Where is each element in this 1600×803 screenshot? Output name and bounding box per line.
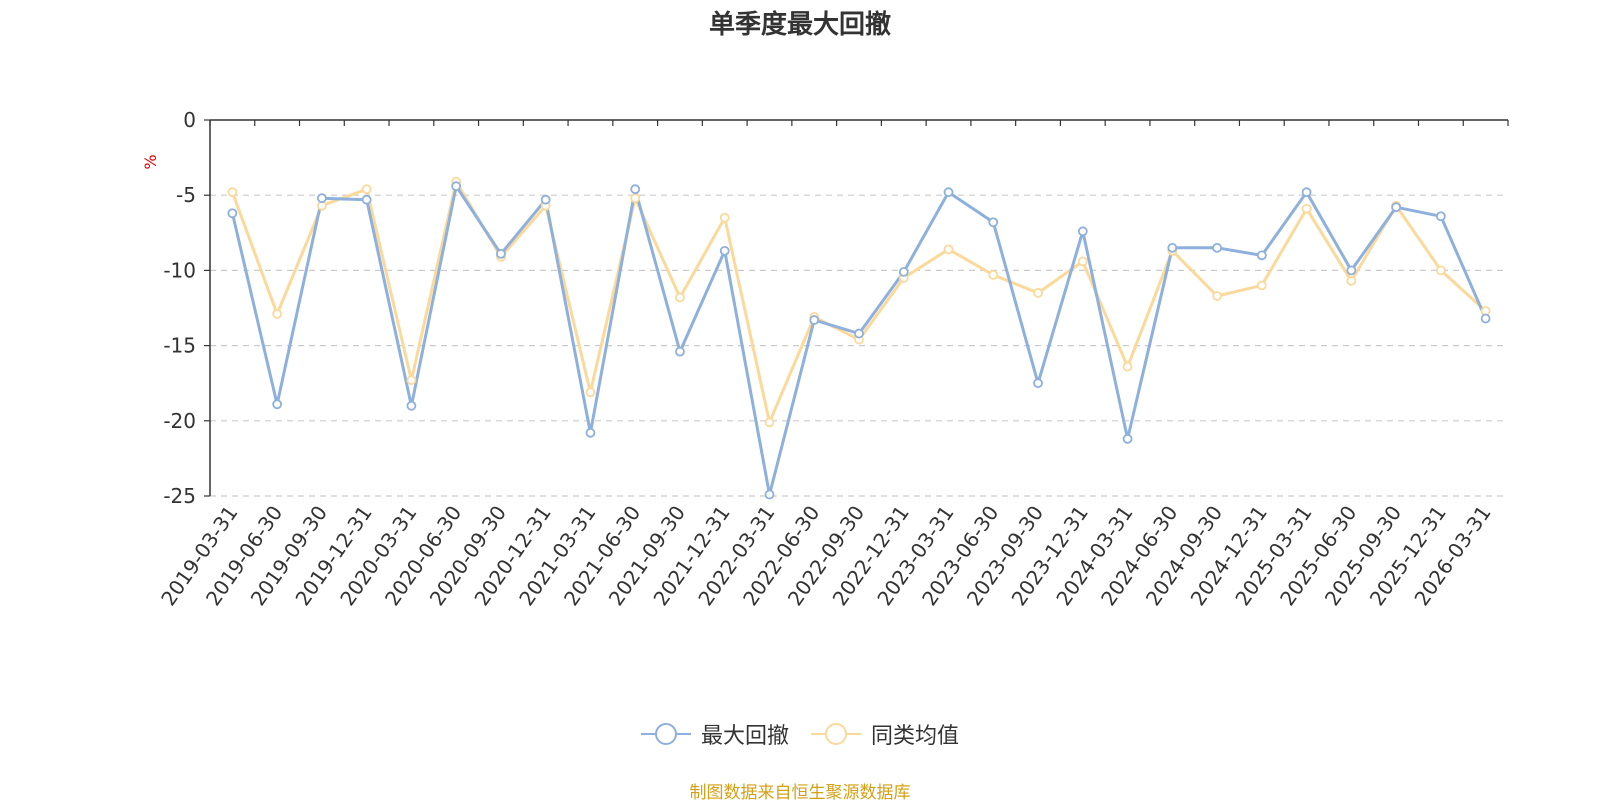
data-point xyxy=(316,193,327,204)
legend-label: 同类均值 xyxy=(871,724,960,749)
data-point xyxy=(1033,288,1043,298)
legend-line-circle-icon xyxy=(811,723,861,745)
data-point xyxy=(943,244,954,255)
data-point xyxy=(630,193,641,204)
data-point xyxy=(1346,276,1357,286)
data-point xyxy=(406,400,417,411)
data-point xyxy=(1122,361,1133,372)
y-tick-label: -5 xyxy=(176,183,196,207)
y-tick-label: 0 xyxy=(183,108,196,132)
data-point xyxy=(1301,187,1312,198)
legend-item-max-drawdown[interactable]: 最大回撤 xyxy=(640,718,789,750)
data-point xyxy=(1256,250,1267,261)
data-point xyxy=(1122,433,1133,444)
data-point xyxy=(496,248,506,259)
data-point xyxy=(1301,203,1312,214)
y-axis-label: % xyxy=(141,154,160,169)
data-point xyxy=(1346,265,1357,276)
data-point xyxy=(361,184,372,195)
data-point xyxy=(1212,291,1222,301)
data-point xyxy=(630,184,641,195)
data-point xyxy=(361,194,372,205)
data-point xyxy=(227,187,238,198)
data-point xyxy=(1480,313,1491,324)
data-point xyxy=(272,309,283,319)
data-point xyxy=(406,375,417,386)
data-point xyxy=(988,270,999,280)
data-point xyxy=(1256,280,1267,291)
data-point xyxy=(675,292,685,303)
legend: 最大回撤 同类均值 xyxy=(0,718,1600,750)
y-tick-label: -10 xyxy=(163,258,196,282)
data-point xyxy=(585,387,596,398)
data-point xyxy=(272,399,283,410)
data-point xyxy=(227,208,238,219)
data-point xyxy=(1212,242,1222,253)
data-point xyxy=(988,217,999,228)
data-point xyxy=(719,212,730,223)
y-tick-label: -15 xyxy=(163,334,196,358)
data-point xyxy=(540,194,551,205)
y-tick-label: -20 xyxy=(163,409,196,433)
data-point xyxy=(1033,378,1043,389)
chart-title: 单季度最大回撤 xyxy=(708,10,891,40)
data-point xyxy=(1391,202,1402,213)
data-point xyxy=(764,489,775,500)
data-point xyxy=(1435,265,1446,276)
data-point xyxy=(1077,256,1088,267)
legend-line-circle-icon xyxy=(640,723,691,745)
series-line-1 xyxy=(230,180,1487,424)
data-point xyxy=(585,427,596,438)
source-note: 制图数据来自恒生聚源数据库 xyxy=(689,783,911,803)
y-tick-label: -25 xyxy=(163,484,196,508)
data-point xyxy=(854,328,864,339)
data-point xyxy=(1435,211,1446,222)
data-point xyxy=(1167,242,1178,253)
data-point xyxy=(719,245,730,256)
data-point xyxy=(451,181,462,192)
data-point xyxy=(898,267,909,277)
data-point xyxy=(675,346,685,357)
data-point xyxy=(764,417,775,428)
legend-item-peer-average[interactable]: 同类均值 xyxy=(811,718,959,750)
data-point xyxy=(1077,226,1088,237)
data-point xyxy=(809,315,820,325)
data-point xyxy=(943,187,954,198)
legend-label: 最大回撤 xyxy=(700,724,789,749)
